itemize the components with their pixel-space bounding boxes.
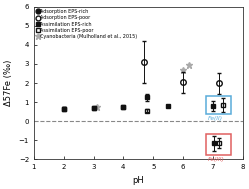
- Text: Fe(II): Fe(II): [207, 116, 222, 121]
- Legend: Adsorption EPS-rich, Adsorption EPS-poor, Assimilation EPS-rich, Assimilation EP: Adsorption EPS-rich, Adsorption EPS-poor…: [35, 8, 138, 40]
- Bar: [206, 134, 231, 155]
- X-axis label: pH: pH: [132, 176, 144, 185]
- Y-axis label: Δ57Fe (‰): Δ57Fe (‰): [4, 60, 13, 106]
- Bar: [206, 96, 231, 114]
- Text: Fe(III): Fe(III): [207, 157, 224, 162]
